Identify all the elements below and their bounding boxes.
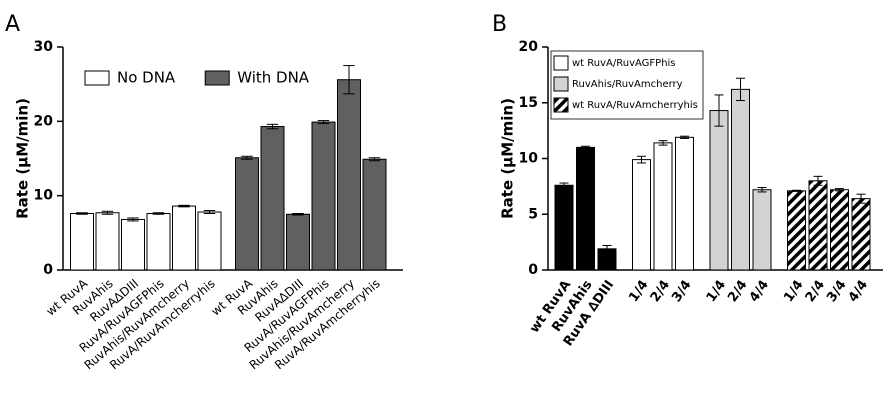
error-bar [835,188,844,192]
bar [362,158,387,271]
legend-swatch [553,55,569,71]
bar [752,189,772,271]
error-bar [76,212,88,215]
error-bar [637,155,646,164]
legend-box [550,50,704,120]
bar [172,205,196,271]
y-tick-label: 0 [43,262,53,278]
x-tick-label: 3/4 [669,278,694,305]
error-bar [101,210,114,215]
x-tick-label: 1/4 [704,278,729,305]
bar [95,212,120,271]
x-tick-label: 3/4 [824,278,849,305]
bar [632,159,651,271]
error-bar [317,120,330,125]
error-bar [680,135,689,139]
error-bar [714,94,724,127]
y-tick-label: 10 [34,188,54,204]
error-bar [241,155,253,160]
bar [121,218,145,271]
bar [808,180,828,271]
bar [337,79,361,271]
legend-swatch [204,70,230,86]
legend-swatch [553,76,569,92]
legend-label: With DNA [237,69,310,87]
error-bar [368,157,381,162]
bar [554,184,574,271]
error-bar [559,182,569,188]
error-bar [736,77,745,102]
x-tick-label: 2/4 [725,278,750,305]
legend-label: wt RuvA/RuvAmcherryhis [572,100,698,111]
error-bar [292,213,304,216]
bar [851,198,871,271]
error-bar [266,123,279,130]
error-bar [813,175,823,186]
y-tick-label: 5 [528,206,538,222]
panel-label: B [492,12,507,37]
bar [235,157,259,271]
y-tick-label: 20 [34,113,54,129]
error-bar [792,189,801,192]
bar [653,142,673,271]
error-bar [203,210,216,215]
x-tick-label: 2/4 [803,278,828,305]
legend-swatch [553,97,569,113]
bar [70,213,94,271]
y-tick-label: 20 [519,39,539,55]
legend-label: RuvAhis/RuvAmcherry [572,79,683,90]
bar [146,213,171,271]
panel-label: A [5,12,20,37]
bar [830,189,849,271]
bar [311,121,336,271]
error-bar [658,140,668,146]
bar [197,211,222,271]
bar [731,88,750,271]
x-tick-label: 4/4 [846,278,871,305]
error-bar [127,217,139,222]
error-bar [856,193,866,204]
bar [576,146,595,271]
x-tick-label: 1/4 [626,278,651,305]
error-bar [581,145,590,149]
bar [675,136,694,271]
y-axis-label: Rate (μM/min) [499,98,517,219]
error-bar [152,212,165,215]
y-tick-label: 0 [528,262,538,278]
error-bar [343,65,355,95]
x-tick-label: 2/4 [648,278,673,305]
error-bar [602,244,612,253]
legend-label: No DNA [117,69,176,87]
x-tick-label: 1/4 [781,278,806,305]
x-tick-label: 4/4 [747,278,772,305]
legend-swatch [84,70,110,86]
error-bar [757,186,767,193]
bar [787,190,806,271]
y-tick-label: 30 [34,39,54,55]
y-tick-label: 10 [519,151,539,167]
y-tick-label: 15 [519,95,538,111]
bar [709,110,729,271]
bar [286,213,310,271]
error-bar [178,204,190,208]
bar [260,126,285,271]
y-axis-label: Rate (μM/min) [14,98,32,219]
legend-label: wt RuvA/RuvAGFPhis [572,58,676,69]
